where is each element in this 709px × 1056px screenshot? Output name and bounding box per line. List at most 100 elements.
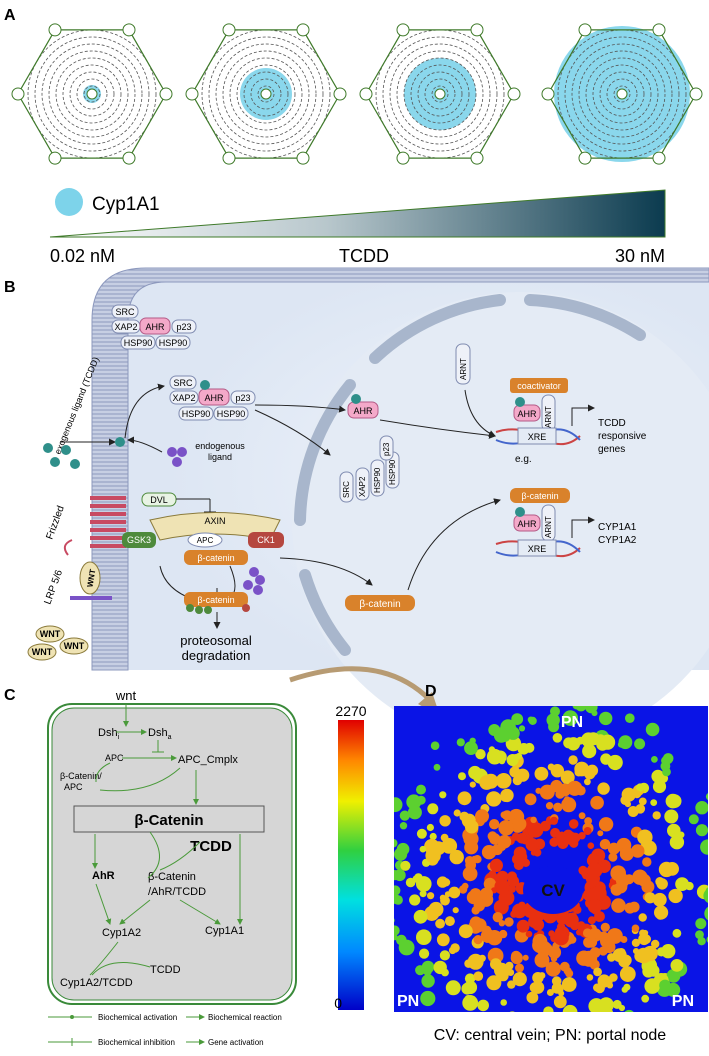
expression-cell — [488, 870, 497, 879]
expression-cell — [534, 952, 550, 968]
expression-cell — [553, 930, 569, 946]
expression-cell — [506, 754, 519, 766]
expression-cell — [470, 871, 477, 879]
expression-cell — [456, 738, 465, 747]
svg-text:β-catenin: β-catenin — [521, 491, 558, 501]
svg-text:ARNT: ARNT — [544, 516, 553, 538]
expression-cell — [534, 766, 549, 781]
expression-cell — [492, 912, 503, 923]
expression-cell — [493, 858, 502, 867]
svg-text:AHR: AHR — [517, 519, 537, 529]
expression-cell — [550, 1012, 558, 1020]
expression-cell — [419, 890, 427, 898]
expression-cell — [599, 839, 611, 850]
svg-text:β-catenin: β-catenin — [197, 553, 234, 563]
expression-cell — [439, 791, 447, 799]
pathway-legend: Biochemical activation Biochemical react… — [48, 1013, 282, 1047]
portal-node — [652, 23, 666, 37]
expression-cell — [566, 739, 574, 747]
expression-cell — [705, 793, 708, 801]
svg-text:CK1: CK1 — [257, 535, 275, 545]
expression-cell — [498, 820, 514, 836]
expression-cell — [394, 885, 401, 896]
expression-cell — [638, 913, 647, 922]
expression-cell — [473, 935, 483, 945]
portal-node — [11, 87, 25, 101]
svg-text:AHR: AHR — [204, 393, 224, 403]
expression-cell — [378, 891, 389, 902]
expression-cell — [429, 832, 437, 841]
expression-cell — [634, 738, 646, 750]
expression-cell — [439, 950, 450, 961]
expression-cell — [664, 809, 679, 824]
node-tcdd: TCDD — [190, 838, 232, 855]
portal-node — [396, 151, 410, 165]
expression-cell — [578, 812, 586, 820]
central-vein — [523, 866, 583, 914]
node-cyp1a2: Cyp1A2 — [102, 927, 141, 939]
cyp1a1-legend-swatch — [55, 188, 83, 216]
expression-cell — [487, 831, 498, 842]
svg-text:WNT: WNT — [40, 629, 61, 639]
expression-cell — [494, 962, 509, 978]
expression-cell — [587, 842, 595, 849]
expression-cell — [405, 877, 416, 888]
expression-cell — [448, 946, 457, 955]
expression-cell — [379, 871, 394, 886]
expression-blobs — [378, 706, 708, 1025]
expression-cell — [642, 965, 655, 978]
expression-cell — [409, 894, 421, 906]
expression-cell — [518, 743, 530, 755]
expression-cell — [586, 732, 600, 746]
expression-cell — [416, 784, 426, 795]
central-vein-node — [616, 88, 628, 100]
expression-cell — [533, 848, 542, 857]
expression-cell — [449, 849, 464, 865]
expression-cell — [469, 916, 483, 929]
expression-cell — [619, 846, 634, 861]
endogenous-ligand-label-1: endogenous — [195, 441, 245, 451]
svg-text:CYP1A2: CYP1A2 — [598, 535, 637, 546]
central-vein-node — [86, 88, 98, 100]
expression-cell — [532, 972, 544, 984]
node-ahr: AhR — [92, 870, 115, 882]
expression-cell — [439, 815, 451, 827]
expression-cell — [704, 906, 708, 921]
expression-cell — [433, 763, 441, 771]
expression-cell — [527, 822, 544, 838]
expression-cell — [624, 1009, 634, 1012]
expression-cell — [441, 968, 449, 977]
expression-cell — [624, 902, 636, 914]
expression-cell — [665, 947, 675, 957]
expression-cell — [419, 948, 430, 959]
expression-cell — [590, 795, 604, 810]
ahr-nuclear-label: AHR — [353, 406, 373, 416]
expression-cell — [635, 804, 646, 814]
expression-cell — [705, 887, 708, 895]
expression-cell — [413, 909, 428, 924]
expression-cell — [426, 823, 434, 832]
node-tcdd-small: TCDD — [150, 964, 181, 976]
expression-cell — [524, 793, 537, 806]
expression-cell — [597, 782, 610, 795]
svg-text:HSP90: HSP90 — [388, 459, 397, 485]
expression-cell — [626, 1013, 638, 1025]
expression-cell — [531, 981, 545, 994]
expression-cell — [464, 819, 479, 834]
expression-cell — [670, 959, 684, 972]
panel-label-b: B — [4, 279, 16, 296]
cytoplasm-arrows — [60, 383, 501, 629]
expression-cell — [428, 901, 444, 917]
expression-cell — [560, 770, 575, 785]
proteosomal-label: proteosomal — [180, 633, 252, 648]
svg-text:WNT: WNT — [32, 647, 53, 657]
expression-cell — [479, 775, 495, 790]
frizzled-receptor — [63, 496, 126, 556]
cyp1a1-legend-label: Cyp1A1 — [92, 194, 160, 215]
expression-cell — [471, 906, 480, 915]
expression-cell — [427, 803, 439, 815]
endogenous-ligand-dots — [167, 447, 187, 467]
nuclear-envelope — [294, 294, 646, 656]
expression-cell — [498, 920, 506, 927]
expression-cell — [547, 763, 555, 771]
